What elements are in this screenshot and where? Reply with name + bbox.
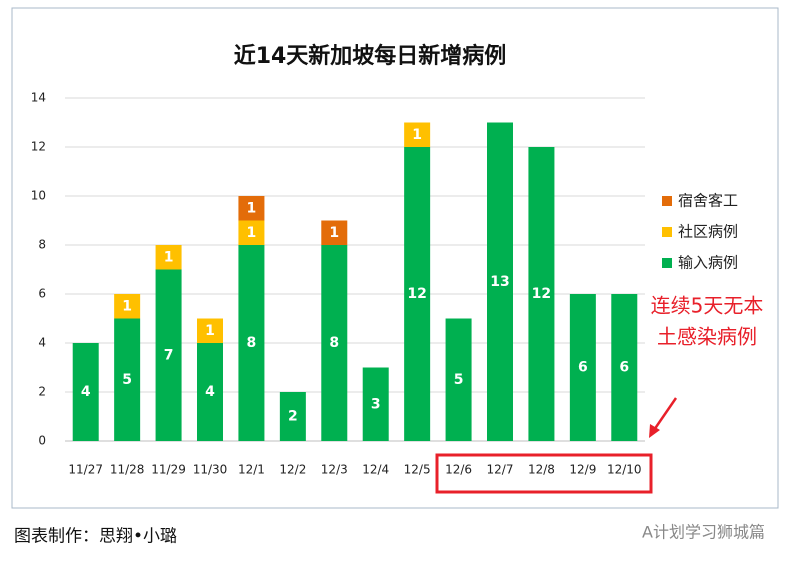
y-tick-label: 6 — [38, 287, 46, 301]
y-tick-label: 12 — [31, 140, 46, 154]
bar-segment — [321, 220, 348, 245]
bar-segment — [445, 318, 472, 441]
bar-segment — [279, 392, 306, 441]
bar-segment — [487, 122, 513, 441]
data-label: 6 — [619, 360, 629, 376]
bar-segment — [197, 343, 223, 441]
bar-segment — [238, 245, 265, 441]
x-tick-label: 11/28 — [110, 463, 145, 477]
bar-segment — [611, 294, 638, 441]
data-label: 5 — [454, 372, 464, 388]
data-label: 3 — [371, 396, 381, 412]
x-tick-label: 12/1 — [238, 463, 265, 477]
data-label: 4 — [205, 384, 215, 400]
y-tick-label: 10 — [31, 189, 46, 203]
bar-segment — [321, 245, 348, 441]
arrow-head — [649, 424, 660, 438]
chart-title: 近14天新加坡每日新增病例 — [234, 43, 507, 69]
data-label: 7 — [164, 347, 174, 363]
bar-segment — [528, 147, 555, 441]
credit: 图表制作：思翔•小璐 — [14, 527, 177, 547]
data-label: 8 — [329, 335, 339, 351]
legend-label: 宿舍客工 — [678, 192, 738, 210]
bar-segment — [114, 318, 141, 441]
data-label: 1 — [205, 323, 215, 339]
legend-label: 输入病例 — [678, 254, 738, 272]
data-label: 1 — [412, 127, 422, 143]
x-tick-label: 12/10 — [607, 463, 642, 477]
data-label: 1 — [247, 225, 257, 241]
data-label: 6 — [578, 360, 588, 376]
data-label: 13 — [490, 274, 509, 290]
y-tick-label: 4 — [38, 336, 46, 350]
bar-segment — [155, 245, 182, 270]
bar-segment — [362, 367, 389, 441]
legend-label: 社区病例 — [678, 223, 738, 241]
watermark: A计划学习狮城篇 — [642, 523, 765, 542]
bar-segment — [238, 220, 265, 245]
y-tick-label: 14 — [31, 91, 46, 105]
legend-swatch — [662, 196, 672, 206]
highlight-box — [435, 453, 653, 494]
data-label: 12 — [407, 286, 426, 302]
y-tick-label: 0 — [38, 434, 46, 448]
data-label: 1 — [164, 249, 174, 265]
bar-segment — [155, 269, 182, 441]
data-label: 4 — [81, 384, 91, 400]
x-tick-label: 12/4 — [362, 463, 389, 477]
bar-segment — [197, 318, 223, 343]
bar-segment — [569, 294, 596, 441]
legend-swatch — [662, 258, 672, 268]
data-label: 1 — [329, 225, 339, 241]
bar-segment — [238, 196, 265, 221]
x-tick-label: 12/8 — [528, 463, 555, 477]
bar-segment — [72, 343, 99, 441]
y-tick-label: 2 — [38, 385, 46, 399]
bar-segment — [404, 147, 431, 441]
x-tick-label: 12/2 — [279, 463, 306, 477]
x-tick-label: 12/9 — [569, 463, 596, 477]
data-label: 12 — [532, 286, 551, 302]
x-tick-label: 12/5 — [404, 463, 431, 477]
annotation: 土感染病例 — [657, 325, 757, 349]
data-label: 2 — [288, 409, 298, 425]
x-tick-label: 12/6 — [445, 463, 472, 477]
data-label: 1 — [122, 298, 132, 314]
legend-swatch — [662, 227, 672, 237]
data-label: 8 — [247, 335, 257, 351]
bar-segment — [404, 122, 431, 147]
bar-segment — [114, 294, 141, 319]
data-label: 5 — [122, 372, 132, 388]
annotation: 连续5天无本 — [651, 294, 764, 318]
x-tick-label: 12/3 — [321, 463, 348, 477]
x-tick-label: 11/30 — [193, 463, 228, 477]
data-label: 1 — [247, 200, 257, 216]
y-tick-label: 8 — [38, 238, 46, 252]
x-tick-label: 12/7 — [487, 463, 514, 477]
x-tick-label: 11/27 — [68, 463, 103, 477]
arrow — [652, 397, 678, 431]
x-tick-label: 11/29 — [151, 463, 186, 477]
